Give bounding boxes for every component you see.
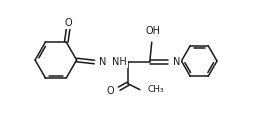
Text: O: O (106, 86, 114, 96)
Text: OH: OH (145, 26, 160, 36)
Text: N: N (173, 57, 180, 67)
Text: NH: NH (112, 57, 127, 67)
Text: N: N (99, 57, 107, 67)
Text: O: O (64, 18, 72, 28)
Text: CH₃: CH₃ (148, 85, 164, 94)
